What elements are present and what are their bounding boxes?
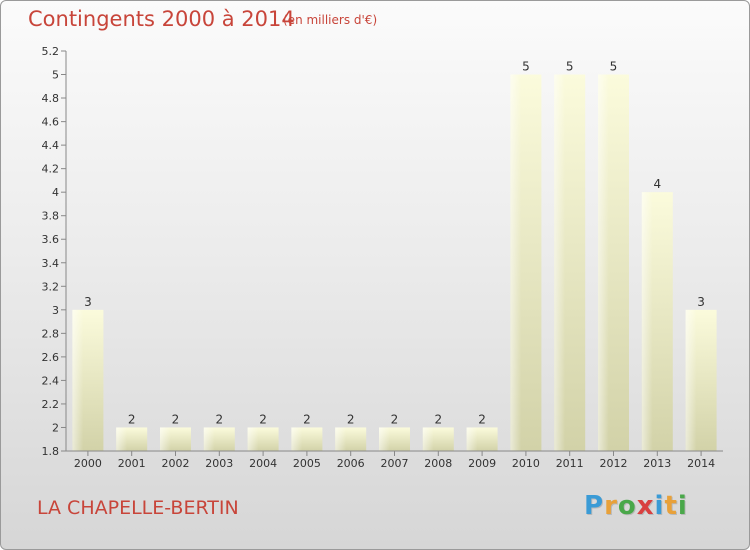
x-tick-label: 2006 (337, 457, 365, 470)
commune-name: LA CHAPELLE-BERTIN (37, 497, 239, 519)
unit-label: (en milliers d'€) (283, 13, 378, 27)
x-tick-label: 2010 (512, 457, 540, 470)
data-label: 2 (434, 412, 442, 426)
x-tick-label: 2012 (600, 457, 628, 470)
bar-highlight (641, 192, 653, 452)
bar-highlight (422, 427, 434, 451)
y-tick-label: 5 (52, 69, 59, 82)
y-tick-label: 3.4 (42, 257, 60, 270)
bar-highlight (116, 427, 128, 451)
y-tick-label: 3.8 (42, 210, 60, 223)
bar-highlight (598, 74, 609, 451)
bar-highlight (247, 427, 259, 451)
x-tick-label: 2009 (468, 457, 496, 470)
logo-letter: x (636, 491, 655, 521)
logo-letter: t (664, 491, 678, 521)
y-tick-label: 4.4 (42, 139, 60, 152)
bar-highlight (554, 74, 566, 451)
x-tick-label: 2008 (424, 457, 452, 470)
y-tick-label: 3 (52, 304, 59, 317)
logo-letter: o (617, 491, 637, 521)
x-tick-label: 2014 (687, 457, 715, 470)
x-tick-label: 2011 (556, 457, 584, 470)
x-axis-ticks: 2000 2001 2002 2003 2004 2005 2006 2007 2008 2009… (74, 451, 715, 470)
data-label: 5 (566, 60, 574, 74)
data-label: 2 (215, 412, 223, 426)
y-tick-label: 2 (52, 421, 59, 434)
x-tick-label: 2013 (643, 457, 671, 470)
bar-highlight (466, 427, 478, 451)
logo-letter: i (654, 491, 665, 521)
bar-highlight (72, 309, 84, 451)
bar-highlight (160, 427, 171, 451)
data-label: 5 (610, 60, 618, 74)
bar-highlight (685, 309, 697, 451)
logo-letter: P (584, 491, 605, 521)
data-label: 3 (697, 295, 705, 309)
x-tick-label: 2003 (205, 457, 233, 470)
chart-title: Contingents 2000 à 2014 (28, 7, 295, 31)
x-tick-label: 2005 (293, 457, 321, 470)
proxiti-logo[interactable]: Proxiti (584, 491, 688, 521)
data-label: 4 (653, 177, 661, 191)
bar-highlight (379, 427, 390, 451)
x-tick-label: 2001 (118, 457, 146, 470)
y-tick-label: 2.2 (42, 398, 60, 411)
data-label: 2 (347, 412, 355, 426)
bar-highlight (291, 427, 303, 451)
y-tick-label: 2.8 (42, 327, 60, 340)
y-tick-label: 4 (52, 186, 59, 199)
x-tick-label: 2007 (381, 457, 409, 470)
data-label: 2 (478, 412, 486, 426)
bars-group: 3 2 2 2 2 2 2 2 2 2 5 5 5 4 3 (72, 60, 717, 452)
data-label: 2 (128, 412, 136, 426)
data-label: 5 (522, 60, 530, 74)
bar-highlight (510, 74, 522, 451)
data-label: 2 (259, 412, 267, 426)
data-label: 2 (172, 412, 180, 426)
y-tick-label: 3.6 (42, 233, 60, 246)
y-tick-label: 4.2 (42, 163, 60, 176)
y-tick-label: 5.2 (42, 45, 60, 58)
y-tick-label: 4.6 (42, 116, 60, 129)
bar-highlight (203, 427, 215, 451)
x-tick-label: 2004 (249, 457, 277, 470)
data-label: 3 (84, 295, 92, 309)
y-tick-label: 1.8 (42, 445, 60, 458)
logo-letter: i (677, 491, 688, 521)
bar-highlight (335, 427, 347, 451)
x-tick-label: 2000 (74, 457, 102, 470)
y-tick-label: 2.4 (42, 374, 60, 387)
logo-letter: r (604, 491, 618, 521)
y-tick-label: 4.8 (42, 92, 60, 105)
x-tick-label: 2002 (162, 457, 190, 470)
data-label: 2 (391, 412, 399, 426)
y-tick-label: 2.6 (42, 351, 60, 364)
y-tick-label: 3.2 (42, 280, 60, 293)
data-label: 2 (303, 412, 311, 426)
y-axis-ticks: 1.8 2 2.2 2.4 2.6 2.8 3 3.2 3.4 3.6 3.8 4 4.2 4.4 4.6 4… (42, 45, 66, 458)
